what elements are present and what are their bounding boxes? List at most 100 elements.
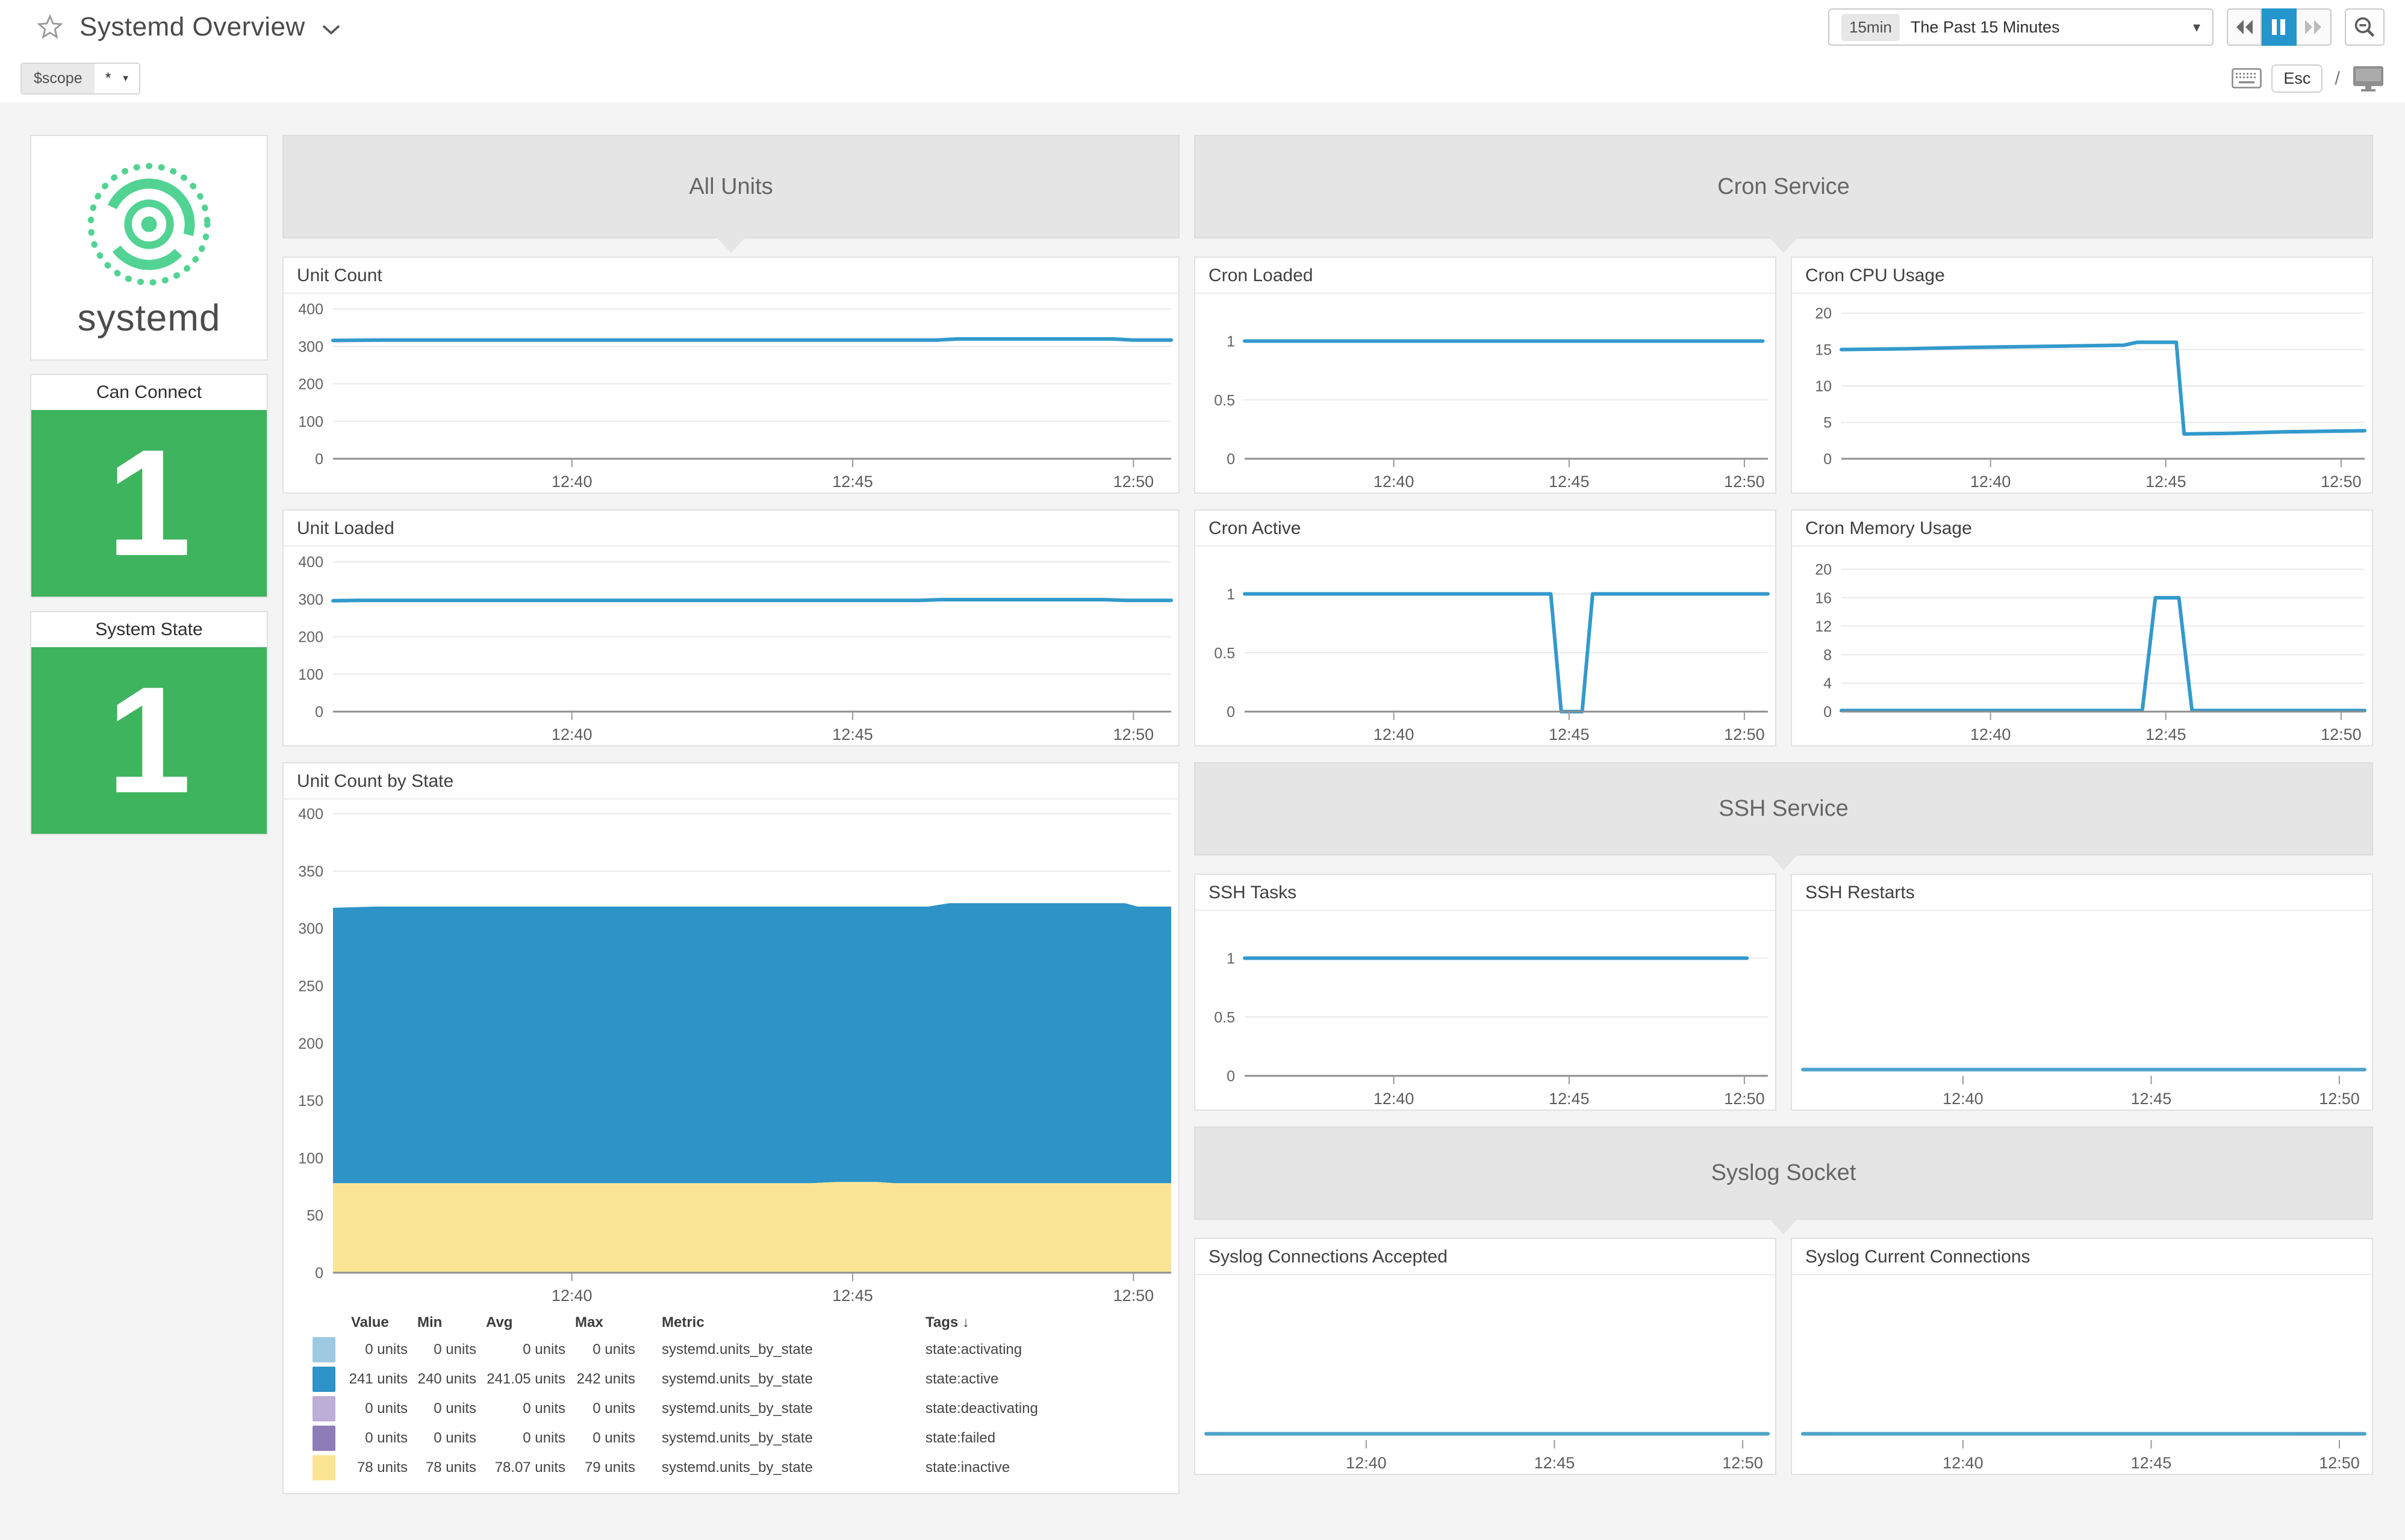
svg-text:12:45: 12:45 (2145, 725, 2186, 744)
unit-count-chart[interactable]: 0 100 200 300 400 12:40 12:45 12:50 (284, 294, 1178, 492)
svg-text:12:45: 12:45 (1549, 1090, 1590, 1108)
syslog-current-connections-chart[interactable]: 12:40 12:45 12:50 (1792, 1275, 2372, 1474)
all-units-column: All Units Unit Count 0 100 200 300 400 12:40 1… (282, 135, 1180, 1510)
ssh-tasks-chart[interactable]: 0 0.5 1 12:40 12:45 12:50 (1195, 911, 1775, 1110)
svg-text:100: 100 (298, 1150, 323, 1167)
template-variable-scope[interactable]: $scope * ▾ (20, 62, 140, 95)
unit-loaded-chart[interactable]: 0 100 200 300 400 12:40 12:45 12:50 (284, 547, 1178, 745)
legend-value: 0 units (365, 1400, 408, 1417)
svg-text:100: 100 (298, 666, 323, 683)
svg-text:200: 200 (298, 629, 323, 646)
legend-row[interactable]: 78 units 78 units 78.07 units 79 units syste… (313, 1455, 1178, 1480)
syslog-connections-accepted-chart[interactable]: 12:40 12:45 12:50 (1195, 1275, 1775, 1474)
legend-avg: 0 units (523, 1430, 565, 1446)
systemd-logo (87, 163, 211, 285)
legend-metric: systemd.units_by_state (662, 1459, 813, 1476)
cron-memory-usage-chart[interactable]: 0 4 8 12 16 20 12:40 12:45 12:50 (1792, 547, 2372, 745)
legend-metric: systemd.units_by_state (662, 1341, 813, 1358)
legend-tags: state:failed (926, 1430, 996, 1446)
svg-text:12:45: 12:45 (832, 1287, 873, 1305)
forward-icon (2305, 20, 2321, 34)
legend-max: 0 units (593, 1341, 635, 1358)
cron-active-chart[interactable]: 0 0.5 1 12:40 12:45 12:50 (1195, 547, 1775, 745)
legend-tags: state:activating (926, 1341, 1022, 1358)
ssh-restarts-chart[interactable]: 12:40 12:45 12:50 (1792, 911, 2372, 1110)
svg-text:15: 15 (1815, 342, 1832, 359)
chart-title: Syslog Current Connections (1792, 1239, 2372, 1275)
legend-row[interactable]: 241 units 240 units 241.05 units 242 units s… (313, 1367, 1178, 1392)
legend-color-swatch (313, 1396, 335, 1421)
svg-text:0: 0 (315, 704, 323, 721)
svg-text:0: 0 (1227, 1068, 1235, 1085)
page-title: Systemd Overview (79, 12, 305, 42)
syslog-connections-accepted-panel: Syslog Connections Accepted 12:40 12:45 12… (1194, 1238, 1776, 1475)
system-state-card[interactable]: System State 1 (30, 611, 268, 835)
slash-separator: / (2335, 67, 2340, 88)
esc-key-hint: Esc (2271, 64, 2323, 93)
svg-text:0: 0 (1823, 451, 1832, 468)
zoom-out-button[interactable] (2345, 8, 2385, 46)
svg-text:12:45: 12:45 (2145, 473, 2186, 491)
legend-tags: state:inactive (926, 1459, 1010, 1476)
legend-color-swatch (313, 1426, 335, 1451)
svg-text:12:50: 12:50 (1724, 473, 1765, 491)
svg-text:12:40: 12:40 (1943, 1454, 1983, 1472)
header-bar: Systemd Overview 15min The Past 15 Minut… (0, 0, 2405, 54)
keyboard-icon (2232, 68, 2262, 88)
legend-header-max: Max (575, 1314, 603, 1330)
svg-text:1: 1 (1227, 951, 1235, 967)
pause-button[interactable] (2262, 8, 2297, 46)
title-chevron-down-icon[interactable] (321, 24, 341, 36)
group-header-ssh-service[interactable]: SSH Service (1194, 762, 2373, 855)
cron-loaded-panel: Cron Loaded 0 0.5 1 12:40 12:45 12:50 (1194, 256, 1776, 494)
chart-title: SSH Tasks (1195, 875, 1775, 911)
svg-text:12:45: 12:45 (2131, 1090, 2172, 1108)
svg-text:4: 4 (1823, 675, 1832, 692)
svg-text:0: 0 (1227, 451, 1235, 468)
svg-text:1: 1 (1227, 334, 1235, 350)
systemd-logo-card: systemd (30, 135, 268, 361)
time-range-picker[interactable]: 15min The Past 15 Minutes ▾ (1828, 8, 2214, 46)
forward-button[interactable] (2297, 8, 2332, 46)
svg-text:20: 20 (1815, 305, 1832, 322)
unit-count-panel: Unit Count 0 100 200 300 400 12:40 12:45 12:50 (282, 256, 1180, 494)
rewind-button[interactable] (2227, 8, 2262, 46)
group-header-cron-service[interactable]: Cron Service (1194, 135, 2373, 238)
legend-min: 0 units (434, 1430, 476, 1446)
can-connect-card[interactable]: Can Connect 1 (30, 374, 268, 598)
group-header-syslog-socket[interactable]: Syslog Socket (1194, 1126, 2373, 1220)
svg-text:12:40: 12:40 (1374, 725, 1414, 744)
svg-text:10: 10 (1815, 378, 1832, 395)
svg-text:12:40: 12:40 (1970, 473, 2011, 491)
time-range-caret-icon: ▾ (2192, 19, 2200, 36)
unit-count-by-state-chart[interactable]: 0 50 100 150 200 250 300 350 400 12:40 12:45 12:50 (284, 799, 1178, 1306)
legend-avg: 0 units (523, 1400, 565, 1417)
legend-tags: state:active (926, 1371, 999, 1387)
legend-row[interactable]: 0 units 0 units 0 units 0 units systemd.unit… (313, 1396, 1178, 1421)
stat-card-value: 1 (31, 410, 267, 597)
favorite-star-icon[interactable] (36, 13, 64, 41)
svg-text:12:40: 12:40 (552, 473, 593, 491)
time-range-label: The Past 15 Minutes (1910, 17, 2060, 36)
legend-header-avg: Avg (486, 1314, 513, 1330)
svg-text:12:50: 12:50 (1722, 1454, 1763, 1472)
legend-row[interactable]: 0 units 0 units 0 units 0 units systemd.unit… (313, 1337, 1178, 1362)
chart-title: Cron Active (1195, 511, 1775, 547)
svg-text:12:50: 12:50 (1113, 725, 1154, 744)
rewind-icon (2236, 20, 2253, 34)
svg-text:12:40: 12:40 (1970, 725, 2011, 744)
svg-text:0.5: 0.5 (1214, 1009, 1235, 1026)
cron-loaded-chart[interactable]: 0 0.5 1 12:40 12:45 12:50 (1195, 294, 1775, 492)
tv-mode-icon[interactable] (2352, 64, 2385, 92)
legend-max: 242 units (576, 1371, 635, 1387)
legend-row[interactable]: 0 units 0 units 0 units 0 units systemd.unit… (313, 1426, 1178, 1451)
svg-text:350: 350 (298, 863, 323, 880)
chart-title: Cron CPU Usage (1792, 258, 2372, 294)
cron-cpu-usage-chart[interactable]: 0 5 10 15 20 12:40 12:45 12:50 (1792, 294, 2372, 492)
group-title: All Units (689, 173, 773, 199)
legend-table: Value Min Avg Max Metric Tags ↓ 0 units 0… (284, 1306, 1178, 1493)
legend-header-tags[interactable]: Tags ↓ (926, 1314, 969, 1330)
group-header-all-units[interactable]: All Units (282, 135, 1180, 238)
legend-value: 0 units (365, 1341, 408, 1358)
svg-text:12:50: 12:50 (1113, 473, 1154, 491)
